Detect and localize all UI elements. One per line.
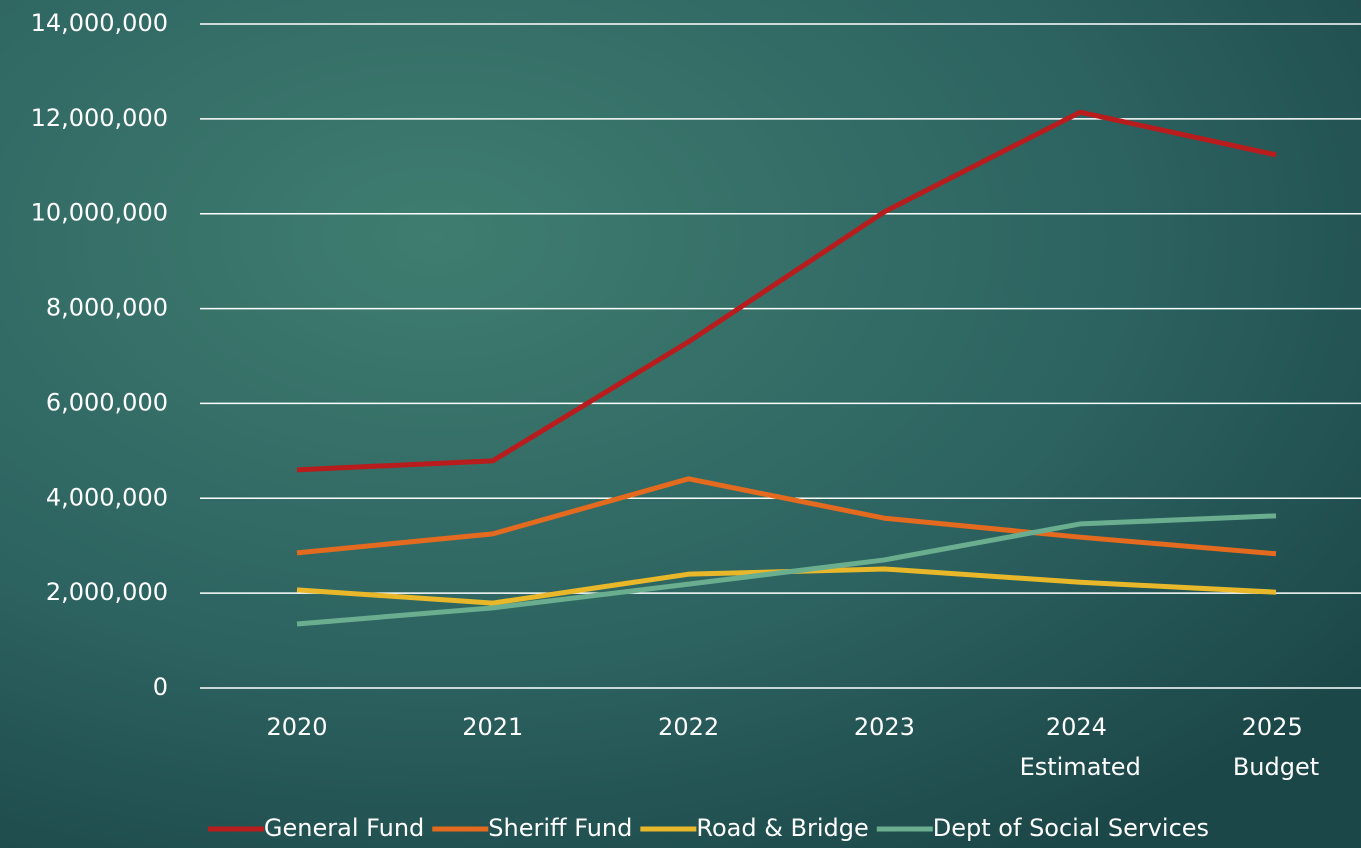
y-tick-label: 4,000,000 xyxy=(46,483,168,511)
x-tick-label-line: Estimated xyxy=(1020,753,1141,781)
y-tick-label: 8,000,000 xyxy=(46,294,168,322)
x-tick-label: 2024 Estimated xyxy=(1020,713,1141,781)
x-tick-label: 2022 xyxy=(658,713,719,741)
legend-label: Dept of Social Services xyxy=(933,814,1209,842)
legend-label: Road & Bridge xyxy=(696,814,868,842)
y-tick-label: 12,000,000 xyxy=(31,104,168,132)
x-tick-label: 2020 xyxy=(266,713,327,741)
x-tick-label-line: Budget xyxy=(1233,753,1319,781)
series-line xyxy=(296,513,1277,627)
x-tick-label-line: 2025 xyxy=(1242,713,1311,741)
legend: General Fund Sheriff Fund Road & Bridge Dep… xyxy=(207,814,1209,842)
series-line xyxy=(296,476,1277,557)
y-tick-label: 10,000,000 xyxy=(31,199,168,227)
legend-label: Sheriff Fund xyxy=(488,814,632,842)
y-tick-label: 0 xyxy=(153,673,168,701)
x-tick-label: 2025 Budget xyxy=(1233,713,1319,781)
x-tick-label: 2023 xyxy=(854,713,915,741)
y-tick-label: 2,000,000 xyxy=(46,578,168,606)
y-tick-label: 6,000,000 xyxy=(46,388,168,416)
legend-label: General Fund xyxy=(264,814,424,842)
x-tick-label-line: 2024 xyxy=(1046,713,1115,741)
y-tick-label: 14,000,000 xyxy=(31,9,168,37)
x-tick-label: 2021 xyxy=(462,713,523,741)
series-line xyxy=(296,109,1277,473)
